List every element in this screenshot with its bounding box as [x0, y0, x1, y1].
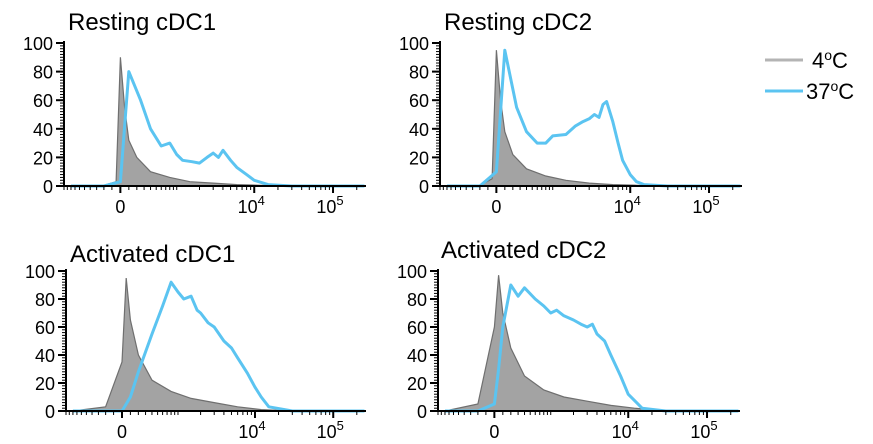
- y-tick-label-activated-cdc2-20: 20: [407, 374, 427, 394]
- histogram-4c-resting-cdc1: [70, 57, 365, 187]
- histogram-37c-activated-cdc1: [72, 280, 365, 413]
- legend-degree-4c: o: [824, 47, 832, 63]
- x-tick-label-resting-cdc2-10000: 104: [614, 193, 641, 217]
- x-tick-label-activated-cdc2-0: 0: [489, 422, 499, 442]
- x-tick-label-activated-cdc1-10000: 104: [238, 418, 265, 442]
- y-tick-label-activated-cdc1-40: 40: [35, 346, 55, 366]
- x-tick-label-activated-cdc1-100000: 105: [317, 418, 344, 442]
- y-tick-label-activated-cdc2-40: 40: [407, 346, 427, 366]
- panel-title-activated-cdc2: Activated cDC2: [441, 237, 606, 264]
- y-tick-label-activated-cdc1-80: 80: [35, 290, 55, 310]
- x-tick-label-resting-cdc1-100000: 105: [316, 193, 343, 217]
- y-tick-label-activated-cdc1-60: 60: [35, 318, 55, 338]
- panel-resting-cdc1: Resting cDC1 0 20 40 60 80 100 0 104 105: [23, 9, 366, 217]
- panel-resting-cdc2: Resting cDC2 0 20 40 60 80 100 0 104 105: [399, 9, 742, 217]
- y-tick-label-resting-cdc2-80: 80: [409, 63, 429, 83]
- x-tick-label-resting-cdc1-0: 0: [115, 197, 125, 217]
- y-tick-label-resting-cdc1-40: 40: [33, 120, 53, 140]
- legend-label-4c: 4oC: [812, 47, 848, 73]
- panel-activated-cdc2: Activated cDC2 0 20 40 60 80 100 0 104 105: [397, 237, 740, 442]
- histogram-37c-activated-cdc2: [445, 283, 739, 413]
- x-tick-label-resting-cdc1-10000: 104: [238, 193, 265, 217]
- panel-title-resting-cdc1: Resting cDC1: [68, 9, 216, 36]
- y-tick-label-resting-cdc2-60: 60: [409, 91, 429, 111]
- panel-title-resting-cdc2: Resting cDC2: [444, 9, 592, 36]
- histogram-4c-resting-cdc2: [446, 50, 741, 187]
- y-tick-label-activated-cdc1-0: 0: [45, 402, 55, 422]
- y-tick-label-resting-cdc2-20: 20: [409, 148, 429, 168]
- histogram-37c-resting-cdc1: [71, 70, 365, 188]
- y-tick-label-resting-cdc1-80: 80: [33, 63, 53, 83]
- y-tick-label-activated-cdc2-100: 100: [397, 262, 427, 282]
- legend: 4oC 37oC: [765, 47, 854, 104]
- y-tick-label-resting-cdc2-40: 40: [409, 120, 429, 140]
- histogram-4c-activated-cdc1: [72, 277, 365, 412]
- y-tick-label-activated-cdc1-100: 100: [25, 262, 55, 282]
- y-tick-label-activated-cdc2-60: 60: [407, 318, 427, 338]
- x-tick-label-resting-cdc2-0: 0: [491, 197, 501, 217]
- histogram-4c-activated-cdc2: [444, 275, 739, 412]
- y-tick-label-activated-cdc2-80: 80: [407, 290, 427, 310]
- y-tick-label-resting-cdc1-100: 100: [23, 34, 53, 54]
- legend-degree-37c: o: [830, 78, 838, 94]
- y-tick-label-resting-cdc1-20: 20: [33, 148, 53, 168]
- legend-label-37c: 37oC: [806, 78, 854, 104]
- y-tick-label-resting-cdc2-100: 100: [399, 34, 429, 54]
- y-tick-label-activated-cdc2-0: 0: [417, 402, 427, 422]
- x-tick-label-activated-cdc1-0: 0: [117, 422, 127, 442]
- y-tick-label-resting-cdc1-0: 0: [43, 177, 53, 197]
- panel-activated-cdc1: Activated cDC1 0 20 40 60 80 100 0 104 105: [25, 241, 366, 442]
- histogram-37c-resting-cdc2: [447, 48, 741, 188]
- y-tick-label-activated-cdc1-20: 20: [35, 374, 55, 394]
- x-tick-label-activated-cdc2-10000: 104: [612, 418, 639, 442]
- x-tick-label-activated-cdc2-100000: 105: [690, 418, 717, 442]
- x-tick-label-resting-cdc2-100000: 105: [692, 193, 719, 217]
- y-tick-label-resting-cdc1-60: 60: [33, 91, 53, 111]
- y-tick-label-resting-cdc2-0: 0: [419, 177, 429, 197]
- panel-title-activated-cdc1: Activated cDC1: [70, 241, 235, 268]
